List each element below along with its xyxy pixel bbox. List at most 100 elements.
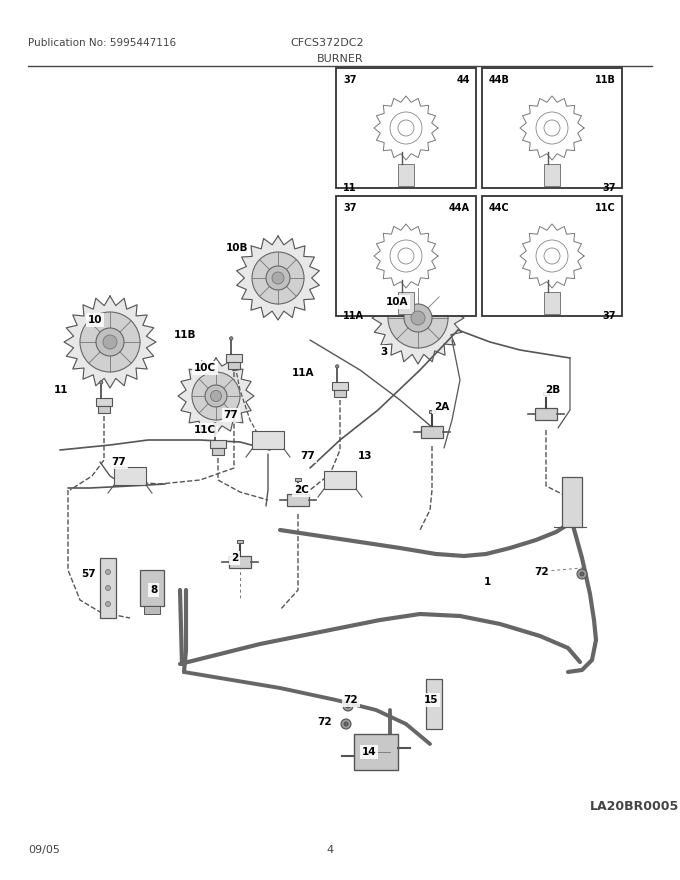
Bar <box>237 539 243 543</box>
Bar <box>96 398 112 407</box>
Text: CFCS372DC2: CFCS372DC2 <box>290 38 364 48</box>
Circle shape <box>105 602 110 606</box>
Text: BURNER: BURNER <box>317 54 363 64</box>
Text: 11C: 11C <box>194 425 216 435</box>
Text: 37: 37 <box>343 203 356 213</box>
Circle shape <box>411 311 425 325</box>
Text: 10C: 10C <box>194 363 216 373</box>
Bar <box>324 471 356 489</box>
Text: 11A: 11A <box>292 368 314 378</box>
Text: 72: 72 <box>343 695 358 705</box>
Polygon shape <box>237 236 320 320</box>
Circle shape <box>96 328 124 356</box>
Bar <box>212 448 224 455</box>
Bar <box>543 392 549 395</box>
Text: 09/05: 09/05 <box>28 845 60 855</box>
Bar <box>100 558 116 618</box>
Circle shape <box>211 391 222 401</box>
Bar <box>144 606 160 614</box>
Text: 10: 10 <box>88 315 102 325</box>
Circle shape <box>214 422 217 426</box>
Circle shape <box>344 722 348 726</box>
Text: 10B: 10B <box>226 243 248 253</box>
Bar <box>544 292 560 314</box>
Polygon shape <box>372 272 464 364</box>
Bar <box>228 555 251 568</box>
Circle shape <box>272 272 284 284</box>
Text: 37: 37 <box>343 75 356 85</box>
Text: 77: 77 <box>223 410 238 420</box>
Bar <box>99 407 109 414</box>
Bar <box>421 426 443 438</box>
Text: 15: 15 <box>424 695 439 705</box>
Text: 11A: 11A <box>343 311 364 321</box>
Circle shape <box>404 304 432 332</box>
Text: 13: 13 <box>358 451 373 461</box>
Text: 2A: 2A <box>434 402 449 412</box>
Bar <box>562 477 582 527</box>
Text: 3: 3 <box>380 347 387 357</box>
Bar <box>534 407 557 421</box>
Bar <box>226 354 242 363</box>
Text: 77: 77 <box>301 451 315 461</box>
Circle shape <box>346 704 350 708</box>
Text: 4: 4 <box>326 845 334 855</box>
Bar <box>287 494 309 506</box>
Text: 14: 14 <box>362 747 377 757</box>
Text: LA20BR0005: LA20BR0005 <box>590 800 679 813</box>
Circle shape <box>205 385 227 407</box>
Circle shape <box>335 364 339 368</box>
Circle shape <box>99 381 103 384</box>
Circle shape <box>80 312 140 372</box>
Text: 11B: 11B <box>595 75 616 85</box>
Text: 2C: 2C <box>294 485 309 495</box>
Bar <box>482 196 622 316</box>
Circle shape <box>230 337 233 340</box>
Text: 8: 8 <box>150 585 157 595</box>
Text: 37: 37 <box>602 183 616 193</box>
Text: 57: 57 <box>82 569 96 579</box>
Text: 77: 77 <box>112 457 126 467</box>
Bar <box>544 164 560 186</box>
Bar <box>336 196 476 316</box>
Bar <box>332 382 348 390</box>
Bar <box>228 363 239 370</box>
Circle shape <box>266 266 290 290</box>
Text: 44A: 44A <box>449 203 470 213</box>
Circle shape <box>105 585 110 590</box>
Text: 44B: 44B <box>489 75 510 85</box>
Bar <box>398 164 414 186</box>
Circle shape <box>252 252 304 304</box>
Text: 72: 72 <box>534 567 549 577</box>
Circle shape <box>103 335 117 349</box>
Circle shape <box>343 701 353 711</box>
Text: 11: 11 <box>54 385 68 395</box>
Bar <box>209 440 226 448</box>
Bar <box>114 467 146 485</box>
Text: 2B: 2B <box>545 385 560 395</box>
Text: 37: 37 <box>602 311 616 321</box>
Bar <box>336 68 476 188</box>
Bar <box>426 679 442 729</box>
Circle shape <box>341 719 351 729</box>
Circle shape <box>192 372 240 420</box>
Bar <box>429 409 435 413</box>
Circle shape <box>580 572 584 576</box>
Bar <box>335 390 345 397</box>
Text: 44C: 44C <box>489 203 510 213</box>
Text: 1: 1 <box>484 577 491 587</box>
Text: 11: 11 <box>343 183 356 193</box>
Text: 72: 72 <box>318 717 332 727</box>
Bar <box>295 478 301 480</box>
Circle shape <box>105 569 110 575</box>
Bar <box>354 734 398 770</box>
Bar <box>140 570 164 606</box>
Text: 11C: 11C <box>595 203 616 213</box>
Text: Publication No: 5995447116: Publication No: 5995447116 <box>28 38 176 48</box>
Bar <box>398 292 414 314</box>
Polygon shape <box>64 296 156 388</box>
Circle shape <box>388 288 448 348</box>
Bar <box>482 68 622 188</box>
Polygon shape <box>178 358 254 434</box>
Text: 10A: 10A <box>386 297 408 307</box>
